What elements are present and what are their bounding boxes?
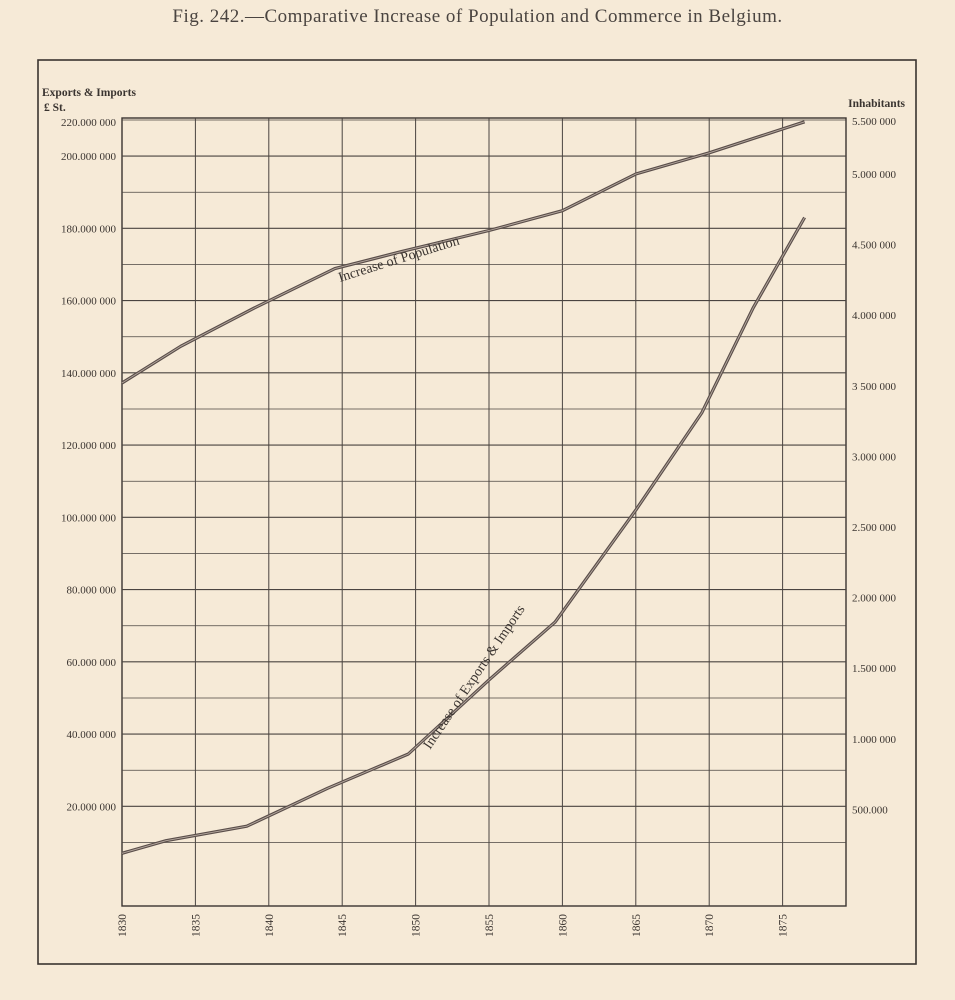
x-tick-label: 1865: [631, 914, 643, 937]
left-tick-labels: 20.000 000 40.000 000 60.000 000 80.000 000…: [61, 117, 117, 813]
left-tick-label: 220.000 000: [61, 117, 117, 129]
left-axis-unit: £ St.: [44, 102, 66, 114]
x-tick-label: 1840: [264, 914, 276, 937]
left-tick-label: 40.000 000: [67, 729, 117, 741]
series-line-highlight: [121, 121, 805, 384]
series-line-highlight: [121, 217, 805, 854]
left-tick-label: 100.000 000: [61, 512, 117, 524]
right-tick-label: 2.000 000: [852, 593, 897, 605]
x-tick-label: 1860: [557, 914, 569, 937]
figure-title: Fig. 242.—Comparative Increase of Popula…: [172, 6, 783, 27]
x-tick-label: 1870: [704, 914, 716, 937]
left-tick-label: 200.000 000: [61, 151, 117, 163]
series-label: Increase of Exports & Imports: [421, 603, 529, 753]
right-tick-label: 3.000 000: [852, 451, 897, 463]
series-line: [121, 216, 806, 855]
left-tick-label: 60.000 000: [67, 657, 117, 669]
left-axis-label: Exports & Imports: [42, 87, 136, 99]
x-tick-labels: 1830 1835 1840 1845 1850 1855 1860 1865 1870 1875: [117, 914, 790, 937]
x-tick-label: 1835: [190, 914, 202, 937]
right-tick-label: 3 500 000: [852, 381, 897, 393]
x-tick-label: 1830: [117, 914, 129, 937]
left-tick-label: 140.000 000: [61, 368, 117, 380]
series: [121, 120, 806, 855]
x-tick-label: 1855: [484, 914, 496, 937]
right-tick-label: 4.000 000: [852, 310, 897, 322]
left-tick-label: 20.000 000: [67, 801, 117, 813]
right-tick-labels: 500.000 1.000 000 1.500 000 2.000 000 2.500 …: [852, 116, 897, 816]
left-tick-label: 180.000 000: [61, 223, 117, 235]
right-tick-label: 500.000: [852, 804, 888, 816]
plot-frame: [121, 117, 847, 907]
x-tick-label: 1850: [411, 914, 423, 937]
right-axis-label: Inhabitants: [848, 98, 905, 110]
right-tick-label: 1.500 000: [852, 663, 897, 675]
right-tick-label: 4.500 000: [852, 240, 897, 252]
right-tick-label: 5.500 000: [852, 116, 897, 128]
series-line: [121, 120, 806, 385]
series-label: Increase of Population: [337, 234, 462, 286]
right-tick-label: 1.000 000: [852, 734, 897, 746]
right-tick-label: 2.500 000: [852, 522, 897, 534]
left-tick-label: 160.000 000: [61, 296, 117, 308]
left-tick-label: 80.000 000: [67, 585, 117, 597]
x-tick-label: 1875: [778, 914, 790, 937]
left-tick-label: 120.000 000: [61, 440, 117, 452]
outer-frame: [37, 59, 917, 965]
series-labels: Increase of Population Increase of Export…: [337, 234, 529, 753]
x-tick-label: 1845: [337, 914, 349, 937]
grid: [122, 118, 846, 906]
right-tick-label: 5.000 000: [852, 169, 897, 181]
